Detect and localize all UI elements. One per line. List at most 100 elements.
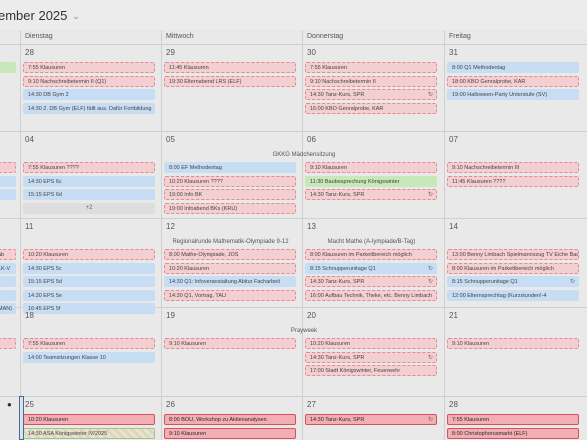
more-events-button[interactable]: +2 bbox=[23, 202, 155, 214]
calendar-event[interactable]: 9:10 Klausuren bbox=[305, 162, 437, 173]
calendar-event[interactable]: 16:00 KBO Genralprobe, KAR bbox=[305, 102, 437, 114]
calendar-event[interactable]: 7:55 Klausuren bbox=[305, 62, 437, 73]
multi-day-event-banner[interactable]: GKKG Mädchensitzung bbox=[272, 152, 336, 158]
calendar-event[interactable]: 8:00 Klausuren im Parkettbereich möglich bbox=[305, 249, 437, 260]
day-number[interactable]: 04 bbox=[25, 135, 34, 144]
day-number[interactable]: 07 bbox=[449, 135, 458, 144]
day-number[interactable]: 29 bbox=[166, 48, 175, 57]
calendar-event[interactable]: 14:30 2. DB Gym (ELF) fällt aus. Dafür F… bbox=[23, 102, 155, 114]
day-number[interactable]: 30 bbox=[307, 48, 316, 57]
calendar-event[interactable]: 10:20 Klausuren bbox=[23, 414, 155, 425]
calendar-event[interactable]: 7:55 Klausuren ???? bbox=[23, 162, 155, 173]
calendar-event[interactable]: 9:10 Nachschreibetermin II bbox=[305, 75, 437, 87]
calendar-event[interactable]: 16:45 EPS 5f bbox=[23, 303, 155, 314]
multi-day-event-banner[interactable]: Prayweek bbox=[290, 328, 318, 334]
calendar-event[interactable]: 14:30 DB Gym 2 bbox=[23, 89, 155, 100]
calendar-event[interactable]: 14:30 Tanz-Kurs, SPR ↻ bbox=[305, 414, 437, 425]
calendar-event[interactable]: 7:55 Klausuren bbox=[23, 62, 155, 73]
calendar-event[interactable]: 11:45 Klausuren ???? bbox=[447, 175, 579, 187]
chevron-down-icon[interactable]: ⌄ bbox=[72, 11, 80, 21]
calendar-event[interactable]: 19:00 Info BK bbox=[164, 189, 296, 200]
calendar-event[interactable] bbox=[0, 189, 16, 200]
day-number[interactable]: 12 bbox=[166, 222, 175, 231]
calendar-event[interactable]: 8:00 Klausuren im Parkettbereich möglich bbox=[447, 262, 579, 274]
calendar-event[interactable]: 18:00 KBO Genralprobe, KAR bbox=[447, 75, 579, 87]
weekday-label: Freitag bbox=[449, 33, 471, 40]
calendar-event[interactable] bbox=[0, 276, 16, 287]
calendar-event[interactable]: 10:20 Klausuren bbox=[23, 249, 155, 260]
calendar-event[interactable] bbox=[0, 175, 16, 187]
calendar-event[interactable]: 14:30 Tanz-Kurs, SPR ↻ bbox=[305, 276, 437, 287]
multi-day-event-banner[interactable]: Regionalrunde Mathematik-Olympiade 9-12 bbox=[172, 239, 289, 245]
calendar-event[interactable]: 14:30 Q1: Infoveranstaltung Abitur Facha… bbox=[164, 276, 296, 287]
calendar-event[interactable]: 8:00 Q1 Methodentag bbox=[447, 62, 579, 73]
calendar-event[interactable]: 14:30 EPS 6c bbox=[23, 175, 155, 187]
calendar-event[interactable]: 11:30 Baubesprechung Königswinter bbox=[305, 175, 437, 187]
day-number[interactable]: 05 bbox=[166, 135, 175, 144]
day-number[interactable]: 25 bbox=[25, 400, 34, 409]
calendar-event[interactable]: 13:00 Benny Limbach Spielmannszug TV Eic… bbox=[447, 249, 579, 260]
calendar-event[interactable]: 9:10 Klausuren bbox=[164, 427, 296, 439]
event-title: 17:00 Stadt Königswinter, Feuerwehr bbox=[310, 368, 401, 374]
calendar-event[interactable] bbox=[0, 162, 16, 173]
calendar-event[interactable]: 17:00 Stadt Königswinter, Feuerwehr bbox=[305, 365, 437, 376]
calendar-event[interactable]: 8:15 Schnupperunitage Q1 ↻ bbox=[447, 276, 579, 287]
calendar-event[interactable]: 9:10 Nachschreibetermin III bbox=[447, 162, 579, 173]
calendar-event[interactable]: 10:20 Klausuren bbox=[305, 338, 437, 349]
event-title: 14:30 EPS 5e bbox=[28, 292, 62, 299]
day-number[interactable]: 06 bbox=[307, 135, 316, 144]
calendar-event[interactable]: 14:30 Tanz-Kurs, SPR ↻ bbox=[305, 351, 437, 363]
calendar-event[interactable]: 19:00 Halloween-Party Unterstufe (SV) bbox=[447, 89, 579, 100]
calendar-event[interactable]: 14:30 Tanz-Kurs, SPR ↻ bbox=[305, 89, 437, 100]
calendar-event[interactable] bbox=[0, 289, 16, 301]
event-title: 11:30 Baubesprechung Königswinter bbox=[310, 178, 400, 185]
calendar-event[interactable]: 19:00 Infoabend BKs (KRU) bbox=[164, 202, 296, 214]
day-number[interactable]: 18 bbox=[25, 311, 34, 320]
day-number[interactable]: 21 bbox=[449, 311, 458, 320]
calendar-event[interactable]: 10:20 Klausuren bbox=[164, 262, 296, 274]
calendar-event[interactable]: LK-V bbox=[0, 262, 16, 274]
calendar-event[interactable]: 10:20 Klausuren ???? bbox=[164, 175, 296, 187]
calendar-event[interactable]: 8:00 BOU, Workshop zu Aktienanalysen bbox=[164, 414, 296, 425]
calendar-event[interactable]: 15:15 EPS 5d bbox=[23, 276, 155, 287]
calendar-event[interactable]: 8:00 Mathe-Olympiade, JOS bbox=[164, 249, 296, 260]
calendar-event[interactable]: 9:10 Klausuren bbox=[164, 338, 296, 349]
calendar-event[interactable]: 16:00 Aufbau Technik, Theke, etc. Benny … bbox=[305, 289, 437, 301]
calendar-event[interactable]: 14:30 Q1, Vortrag, TAU bbox=[164, 289, 296, 301]
selected-date-marker[interactable] bbox=[19, 396, 24, 440]
day-number[interactable]: 14 bbox=[449, 222, 458, 231]
multi-day-event-banner[interactable]: Macht Mathe (A-lympiade/B-Tag) bbox=[327, 239, 416, 245]
calendar-event[interactable]: 19:30 Elternabend LRS (ELF) bbox=[164, 75, 296, 87]
calendar-event[interactable]: 15:15 EPS 6d bbox=[23, 189, 155, 200]
day-number[interactable]: 31 bbox=[449, 48, 458, 57]
calendar-event[interactable]: 9:10 Nachschreibetermin II (Q1) bbox=[23, 75, 155, 87]
calendar-event[interactable]: ab bbox=[0, 249, 16, 260]
calendar-event[interactable] bbox=[0, 338, 16, 349]
calendar-event[interactable]: 8:00 EF Methodentag bbox=[164, 162, 296, 173]
day-number[interactable]: 11 bbox=[25, 222, 34, 231]
calendar-event[interactable]: 14:30 EPS 5e bbox=[23, 289, 155, 301]
calendar-event[interactable]: 8:00 Christophorusmarkt (ELF) bbox=[447, 427, 579, 439]
calendar-event[interactable] bbox=[0, 62, 16, 73]
day-number[interactable]: 20 bbox=[307, 311, 316, 320]
day-number[interactable]: 27 bbox=[307, 400, 316, 409]
location-pin-icon[interactable]: ● bbox=[7, 400, 12, 409]
calendar-event[interactable]: 7:55 Klausuren bbox=[447, 414, 579, 425]
calendar-event[interactable]: 14:00 Teamsitzungen Klasse 10 bbox=[23, 351, 155, 363]
day-number[interactable]: 13 bbox=[307, 222, 316, 231]
day-number[interactable]: 28 bbox=[449, 400, 458, 409]
calendar-event[interactable]: 11:45 Klausuren bbox=[164, 62, 296, 73]
calendar-event[interactable]: 14:30 ASA Königswinter IV/2025 bbox=[23, 427, 155, 439]
day-number[interactable]: 26 bbox=[166, 400, 175, 409]
calendar-event[interactable]: 12:00 Elternsprechtag (Kurzstunden!-4 bbox=[447, 289, 579, 301]
calendar-event[interactable]: 9:10 Klausuren bbox=[447, 338, 579, 349]
weekday-label: Donnerstag bbox=[307, 33, 344, 40]
calendar-event[interactable]: 14:30 EPS 5c bbox=[23, 262, 155, 274]
day-number[interactable]: 19 bbox=[166, 311, 175, 320]
calendar-event[interactable]: 8:15 Schnupperunitage Q1 ↻ bbox=[305, 262, 437, 274]
calendar-event[interactable]: 7:55 Klausuren bbox=[23, 338, 155, 349]
calendar-event[interactable]: MAN) bbox=[0, 303, 16, 314]
month-title[interactable]: ember 2025 ⌄ bbox=[0, 8, 80, 23]
day-number[interactable]: 28 bbox=[25, 48, 34, 57]
calendar-event[interactable]: 14:30 Tanz-Kurs, SPR ↻ bbox=[305, 189, 437, 200]
